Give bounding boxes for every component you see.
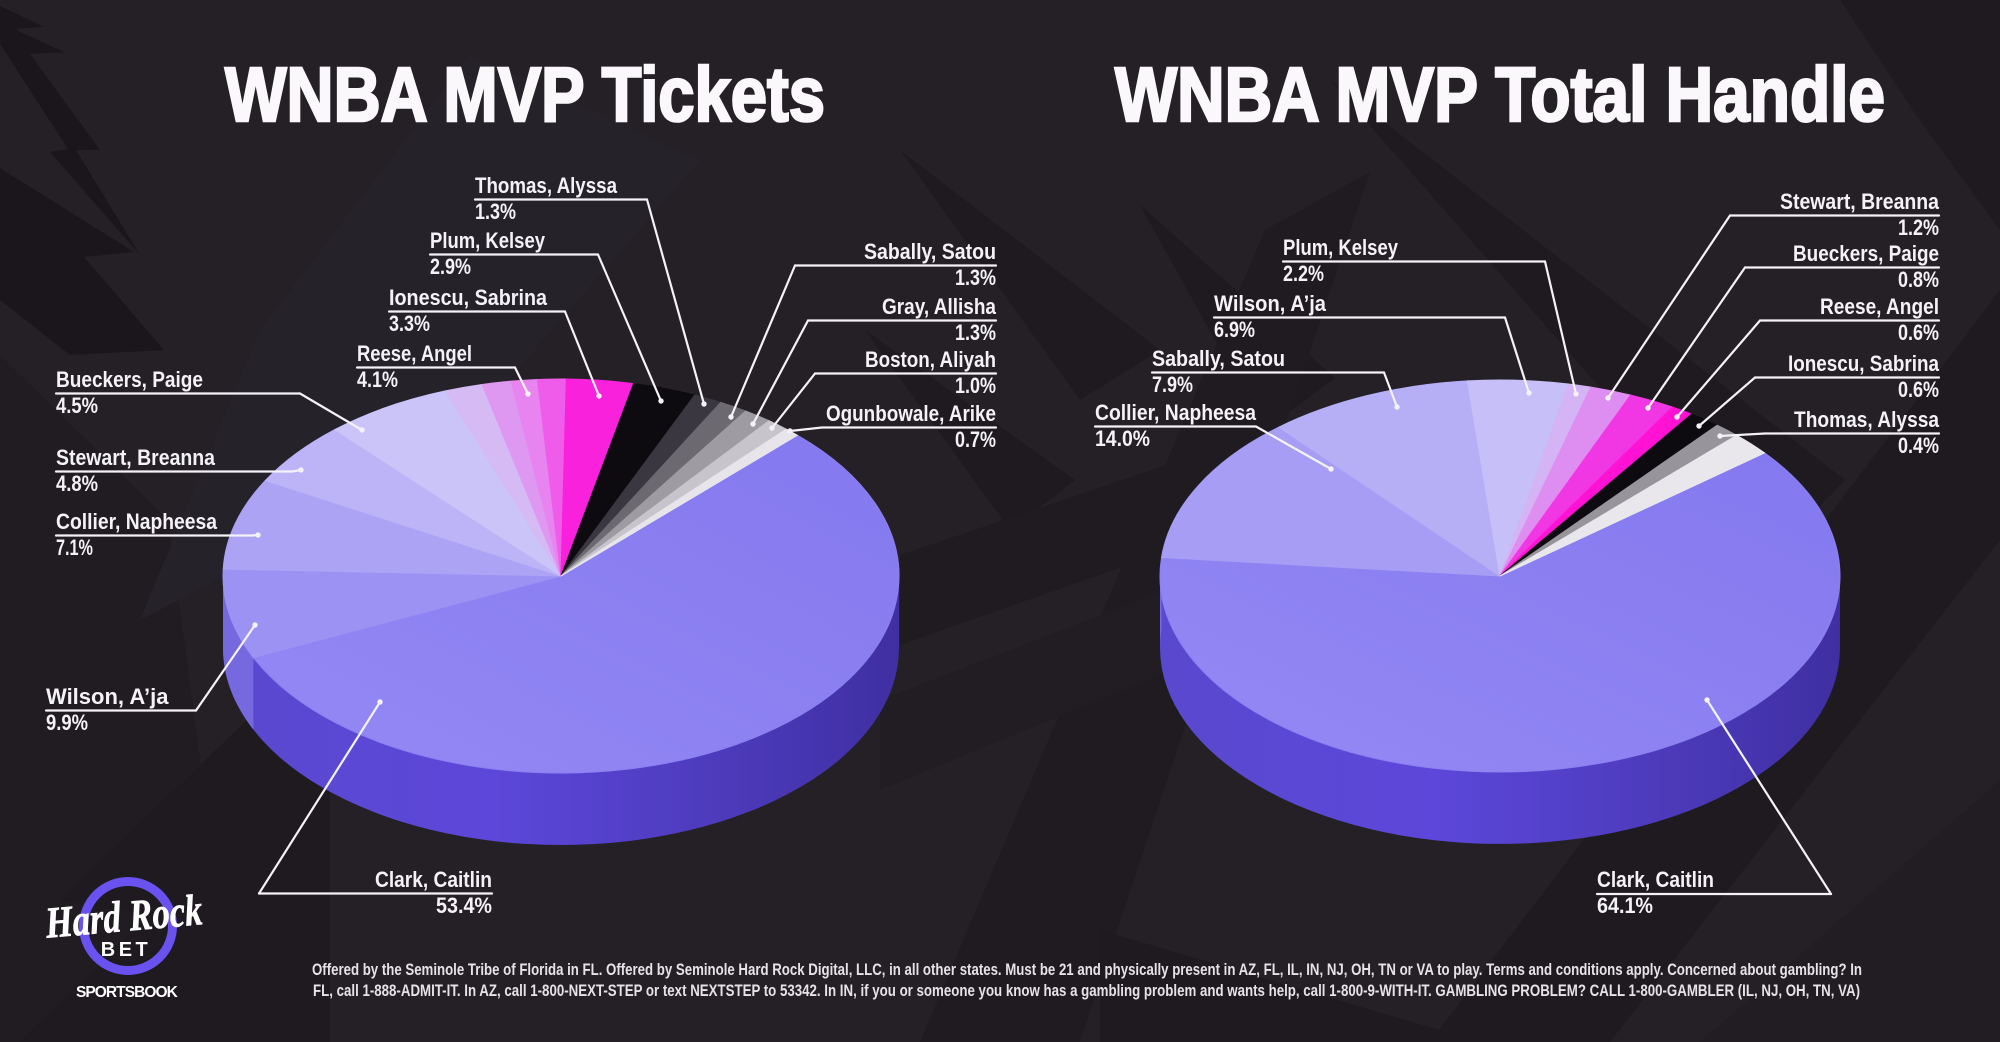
svg-text:2.2%: 2.2%: [1283, 261, 1324, 286]
svg-text:4.8%: 4.8%: [56, 471, 98, 496]
svg-text:Ionescu, Sabrina: Ionescu, Sabrina: [389, 285, 548, 310]
svg-text:Offered by the Seminole Tribe: Offered by the Seminole Tribe of Florida…: [312, 960, 1862, 979]
svg-text:Ionescu, Sabrina: Ionescu, Sabrina: [1788, 351, 1940, 376]
svg-text:Wilson, A’ja: Wilson, A’ja: [1214, 291, 1327, 316]
svg-text:1.3%: 1.3%: [955, 265, 996, 290]
svg-text:Gray, Allisha: Gray, Allisha: [882, 294, 997, 319]
svg-text:Reese, Angel: Reese, Angel: [1820, 294, 1939, 319]
svg-text:Collier, Napheesa: Collier, Napheesa: [1095, 400, 1257, 425]
svg-text:Sabally, Satou: Sabally, Satou: [864, 239, 996, 264]
svg-text:Ogunbowale, Arike: Ogunbowale, Arike: [826, 401, 996, 426]
svg-text:3.3%: 3.3%: [389, 311, 430, 336]
svg-text:Sabally, Satou: Sabally, Satou: [1152, 346, 1285, 371]
svg-text:WNBA MVP Tickets: WNBA MVP Tickets: [225, 52, 825, 138]
svg-text:1.2%: 1.2%: [1898, 215, 1939, 240]
svg-text:4.5%: 4.5%: [56, 393, 98, 418]
svg-text:6.9%: 6.9%: [1214, 317, 1255, 342]
svg-text:BET: BET: [101, 939, 152, 961]
svg-text:Stewart, Breanna: Stewart, Breanna: [56, 445, 216, 470]
svg-text:64.1%: 64.1%: [1597, 893, 1653, 918]
svg-text:0.8%: 0.8%: [1898, 267, 1939, 292]
svg-text:Collier, Napheesa: Collier, Napheesa: [56, 509, 218, 534]
svg-text:7.9%: 7.9%: [1152, 372, 1193, 397]
svg-text:7.1%: 7.1%: [56, 535, 93, 560]
svg-text:1.3%: 1.3%: [955, 320, 996, 345]
svg-text:Plum, Kelsey: Plum, Kelsey: [430, 228, 546, 253]
svg-text:SPORTSBOOK: SPORTSBOOK: [76, 984, 180, 1001]
svg-text:Plum, Kelsey: Plum, Kelsey: [1283, 235, 1399, 260]
svg-text:Clark, Caitlin: Clark, Caitlin: [375, 867, 492, 892]
svg-text:Clark, Caitlin: Clark, Caitlin: [1597, 867, 1714, 892]
svg-text:WNBA MVP Total Handle: WNBA MVP Total Handle: [1115, 52, 1885, 138]
svg-text:2.9%: 2.9%: [430, 254, 471, 279]
svg-text:4.1%: 4.1%: [357, 367, 398, 392]
svg-text:Bueckers, Paige: Bueckers, Paige: [1793, 241, 1939, 266]
svg-text:Reese, Angel: Reese, Angel: [357, 341, 472, 366]
svg-text:0.4%: 0.4%: [1898, 433, 1939, 458]
svg-text:Stewart, Breanna: Stewart, Breanna: [1780, 189, 1940, 214]
svg-text:Boston, Aliyah: Boston, Aliyah: [865, 347, 996, 372]
svg-text:9.9%: 9.9%: [46, 710, 88, 735]
svg-text:0.6%: 0.6%: [1898, 377, 1939, 402]
svg-text:1.0%: 1.0%: [955, 373, 996, 398]
svg-text:FL, call 1-888-ADMIT-IT. In AZ: FL, call 1-888-ADMIT-IT. In AZ, call 1-8…: [313, 981, 1860, 1000]
svg-text:53.4%: 53.4%: [436, 893, 492, 918]
svg-text:0.7%: 0.7%: [955, 427, 996, 452]
svg-text:Thomas, Alyssa: Thomas, Alyssa: [1794, 407, 1940, 432]
svg-text:Bueckers, Paige: Bueckers, Paige: [56, 367, 203, 392]
svg-text:14.0%: 14.0%: [1095, 426, 1150, 451]
svg-text:1.3%: 1.3%: [475, 199, 516, 224]
svg-text:0.6%: 0.6%: [1898, 320, 1939, 345]
svg-text:Thomas, Alyssa: Thomas, Alyssa: [475, 173, 618, 198]
svg-text:Wilson, A’ja: Wilson, A’ja: [46, 684, 169, 709]
